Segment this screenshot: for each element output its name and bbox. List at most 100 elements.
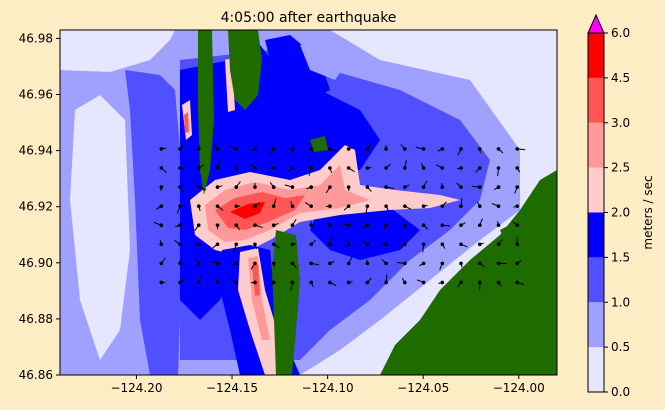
colorbar-segment [588,347,604,392]
colorbar-tick-label: 3.0 [611,116,630,130]
velocity-arrow-point [477,261,482,266]
velocity-arrow-point [234,166,239,170]
velocity-arrow-point [384,242,388,247]
colorbar-tick-label: 0.5 [611,340,630,354]
velocity-arrow-point [346,166,351,170]
velocity-arrow-point [440,280,445,285]
land-islet [310,136,328,152]
velocity-arrow-point [159,242,164,247]
velocity-arrow-point [290,280,295,285]
velocity-arrow-point [403,166,407,170]
plume-core-3.0 [252,264,260,296]
velocity-arrow-point [159,280,164,285]
x-tick-label: −124.00 [493,381,545,395]
velocity-arrow-point [234,242,239,247]
y-tick-label: 46.94 [19,144,53,158]
velocity-arrow-point [178,185,182,189]
y-tick-label: 46.92 [19,200,53,214]
velocity-arrow-point [421,185,426,189]
velocity-arrow-point [178,147,182,151]
velocity-arrow-point [196,280,201,285]
velocity-arrow-point [440,261,445,266]
x-tick-label: −124.05 [397,381,449,395]
velocity-arrow-point [421,242,426,247]
plot-frame [59,29,558,376]
velocity-arrow-point [365,166,370,170]
velocity-arrow-point [459,185,463,189]
velocity-arrow-point [459,223,463,228]
velocity-arrow-point [403,147,407,151]
velocity-arrow-point [253,185,257,189]
velocity-arrow-point [496,185,501,189]
velocity-arrow-point [196,185,201,189]
velocity-arrow-point [403,223,407,228]
velocity-arrow-point [403,242,407,247]
velocity-arrow-point [253,223,257,228]
y-tick-label: 46.86 [19,368,53,382]
velocity-arrow-point [215,242,220,247]
colorbar-tick-label: 0.0 [611,385,630,399]
colorbar-tick-label: 2.5 [611,161,630,175]
north-lobe-light [300,40,345,80]
velocity-arrow-point [271,185,276,189]
velocity-arrow-point [196,204,201,208]
velocity-arrow-point [515,242,520,247]
velocity-arrow-point [178,204,182,208]
velocity-arrow-point [290,223,295,228]
velocity-arrow-point [403,280,407,285]
colorbar-tick-label: 1.5 [611,250,630,264]
velocity-arrow-point [328,204,332,208]
velocity-arrow-point [309,242,313,247]
velocity-arrow-point [403,185,407,189]
x-tick-label: −124.10 [302,381,354,395]
velocity-arrow-point [365,242,370,247]
velocity-arrow-point [178,166,182,170]
velocity-arrow-point [459,261,463,266]
velocity-arrow-point [159,223,164,228]
velocity-arrow-point [290,242,295,247]
velocity-arrow-point [515,280,520,285]
velocity-arrow-point [440,147,445,151]
velocity-arrow-point [496,166,501,170]
velocity-arrow-point [346,223,351,228]
velocity-arrow-point [178,280,182,285]
velocity-arrow-point [496,280,501,285]
velocity-arrow-point [459,280,463,285]
colorbar-label: meters / sec [641,175,655,249]
velocity-arrow-point [403,204,407,208]
velocity-arrow-point [477,166,482,170]
velocity-arrow-point [309,147,313,151]
colorbar-tick-label: 4.5 [611,71,630,85]
colorbar-segment [588,212,604,258]
velocity-arrow-point [515,166,520,170]
velocity-arrow-point [309,166,313,170]
colorbar-segment [588,302,604,348]
velocity-arrow-point [346,185,351,189]
velocity-arrow-point [515,223,520,228]
colorbar-tick-label: 1.0 [611,295,630,309]
velocity-arrow-point [253,242,257,247]
velocity-arrow-point [215,185,220,189]
velocity-arrow-point [178,223,182,228]
colorbar-tick-label: 6.0 [611,26,630,40]
velocity-arrow-point [328,280,332,285]
velocity-arrow-point [496,242,501,247]
velocity-arrow-point [328,185,332,189]
velocity-arrow-point [384,147,388,151]
x-tick-label: −124.20 [110,381,162,395]
velocity-arrow-point [328,147,332,151]
velocity-arrow-point [271,261,276,266]
velocity-arrow-point [253,147,257,151]
velocity-arrow-point [421,261,426,266]
velocity-arrow-point [421,204,426,208]
velocity-arrow-point [309,261,313,266]
velocity-arrow-point [196,147,201,151]
velocity-arrow-point [440,204,445,208]
velocity-arrow-point [253,204,257,208]
velocity-arrow-point [159,166,164,170]
velocity-arrow-point [309,280,313,285]
velocity-arrow-point [290,204,295,208]
velocity-arrow-point [365,147,370,151]
velocity-arrow-point [515,147,520,151]
velocity-arrow-point [384,223,388,228]
